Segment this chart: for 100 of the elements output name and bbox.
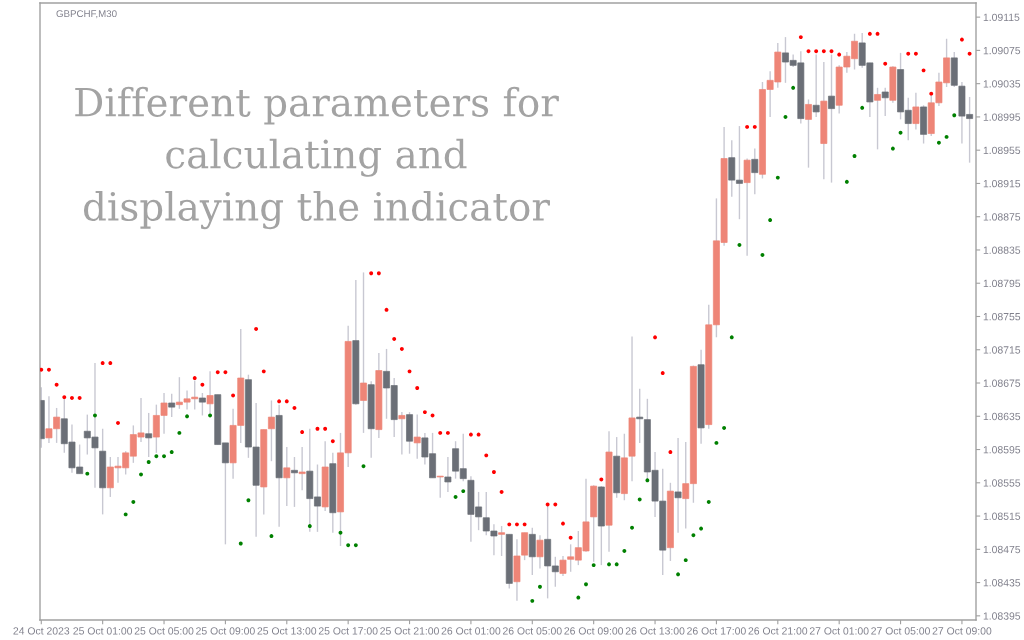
- y-tick-label: 1.08835: [983, 246, 1021, 254]
- x-tick-label: 25 Oct 13:00: [257, 627, 317, 635]
- point: [944, 134, 949, 139]
- point: [139, 472, 143, 477]
- candlestick: [145, 412, 153, 458]
- text: GBPCHF,M30: [56, 10, 117, 19]
- point: [607, 562, 611, 567]
- point: [645, 478, 650, 483]
- point: [691, 533, 696, 538]
- point: [775, 175, 780, 180]
- candlestick: [674, 437, 682, 534]
- point: [844, 179, 849, 184]
- point: [952, 113, 957, 118]
- point: [706, 499, 711, 504]
- y-tick-label: 1.08555: [983, 479, 1021, 487]
- candlestick: [751, 147, 759, 195]
- candlestick: [283, 446, 291, 507]
- point: [131, 499, 136, 504]
- candlestick: [881, 87, 889, 117]
- point: [353, 543, 358, 548]
- point: [93, 413, 97, 418]
- point: [185, 414, 190, 419]
- y-tick-label: 1.08755: [983, 312, 1021, 321]
- point: [699, 526, 704, 531]
- point: [768, 218, 773, 222]
- x-tick-label: 25 Oct 09:00: [196, 627, 255, 635]
- point: [154, 454, 159, 459]
- x-tick-label: 25 Oct 01:00: [73, 627, 133, 635]
- candlestick: [298, 446, 306, 491]
- point: [85, 471, 90, 476]
- x-tick-label: 26 Oct 09:00: [564, 627, 624, 635]
- point: [852, 154, 857, 158]
- candlestick: [444, 456, 452, 493]
- candlestick: [291, 456, 298, 508]
- point: [783, 114, 788, 119]
- candlestick: [536, 534, 544, 570]
- candlestick: [498, 525, 506, 557]
- y-tick-label: 1.08475: [983, 545, 1021, 554]
- x-tick-label: 26 Oct 17:00: [687, 627, 746, 635]
- candlestick: [360, 271, 367, 434]
- point: [584, 582, 588, 587]
- point: [714, 440, 719, 445]
- y-tick-label: 1.08875: [983, 213, 1021, 221]
- point: [622, 549, 627, 553]
- point: [177, 430, 182, 435]
- point: [461, 489, 466, 494]
- point: [453, 494, 458, 499]
- candlestick: [413, 413, 421, 460]
- x-tick-label: 24 Oct 2023: [13, 627, 70, 635]
- y-tick-label: 1.08915: [983, 179, 1021, 188]
- y-tick-label: 1.09075: [983, 46, 1021, 55]
- point: [860, 105, 865, 110]
- x-tick-label: 26 Oct 05:00: [503, 627, 562, 635]
- y-tick-label: 1.08955: [983, 146, 1021, 155]
- x-tick-label: 25 Oct 05:00: [134, 627, 194, 635]
- point: [791, 85, 796, 90]
- point: [890, 146, 895, 151]
- point: [729, 335, 734, 340]
- point: [538, 584, 542, 589]
- candlestick: [398, 411, 406, 456]
- candlestick: [874, 87, 881, 151]
- candlestick: [198, 392, 206, 417]
- point: [307, 524, 312, 528]
- candlestick: [436, 475, 444, 499]
- x-tick-label: 26 Oct 21:00: [748, 627, 808, 635]
- x-tick-label: 25 Oct 21:00: [380, 627, 439, 635]
- point: [737, 243, 742, 247]
- y-tick-label: 1.09035: [983, 80, 1021, 88]
- candlestick: [805, 98, 812, 169]
- candlestick: [912, 92, 920, 131]
- x-tick-label: 27 Oct 01:00: [809, 627, 869, 635]
- y-tick-label: 1.08715: [983, 346, 1021, 354]
- candlestick: [268, 399, 275, 462]
- point: [530, 598, 535, 603]
- y-tick-label: 1.08395: [983, 612, 1021, 620]
- candlestick: [168, 393, 176, 418]
- point: [630, 525, 634, 530]
- x-tick-label: 27 Oct 09:00: [932, 627, 992, 635]
- x-tick-label: 25 Oct 17:00: [318, 627, 378, 635]
- point: [123, 512, 128, 517]
- y-tick-label: 1.08675: [983, 379, 1021, 387]
- point: [146, 460, 151, 464]
- point: [936, 140, 941, 145]
- candlestick: [206, 370, 214, 418]
- point: [346, 543, 351, 548]
- point: [614, 562, 619, 567]
- point: [591, 563, 596, 568]
- point: [169, 450, 174, 454]
- point: [683, 558, 688, 563]
- y-tick-label: 1.08995: [983, 113, 1021, 121]
- point: [269, 534, 274, 538]
- candlestick: [528, 527, 536, 576]
- y-tick-label: 1.08515: [983, 512, 1021, 520]
- point: [760, 252, 765, 257]
- point: [361, 464, 366, 469]
- x-tick-label: 26 Oct 01:00: [441, 627, 501, 635]
- annotation: Different parameters for calculating and displaying the indicator: [75, 86, 559, 230]
- candlestick: [828, 53, 835, 184]
- x-tick-label: 26 Oct 13:00: [625, 627, 685, 635]
- y-tick-label: 1.08435: [983, 579, 1021, 587]
